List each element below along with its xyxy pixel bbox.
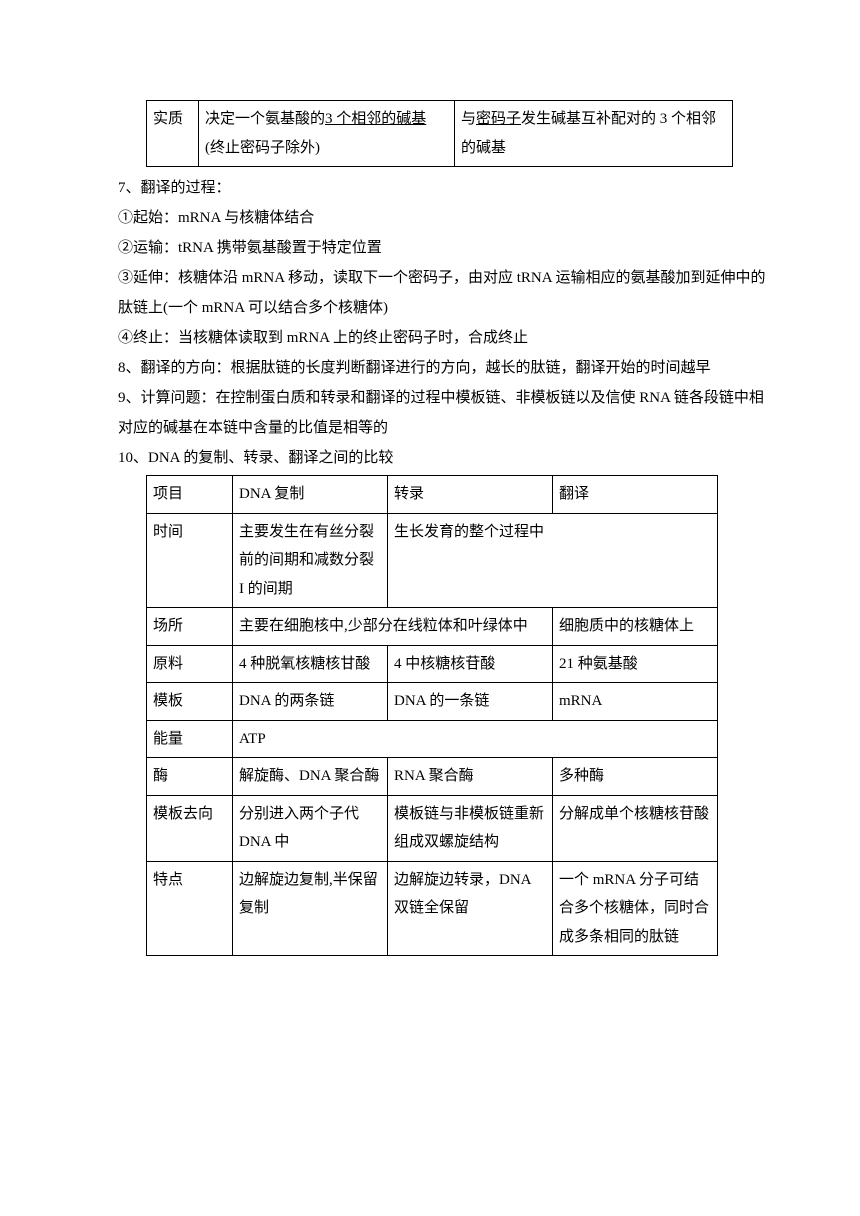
cell: 多种酶: [553, 758, 718, 796]
cell: 解旋酶、DNA 聚合酶: [233, 758, 388, 796]
table-row: 模板去向 分别进入两个子代 DNA 中 模板链与非模板链重新组成双螺旋结构 分解…: [147, 795, 718, 861]
cell-label: 实质: [147, 101, 199, 167]
cell: 生长发育的整个过程中: [388, 513, 718, 608]
table-row: 实质 决定一个氨基酸的3 个相邻的碱基 (终止密码子除外) 与密码子发生碱基互补…: [147, 101, 733, 167]
cell: DNA 的一条链: [388, 683, 553, 721]
cell: 分别进入两个子代 DNA 中: [233, 795, 388, 861]
heading-8: 8、翻译的方向：根据肽链的长度判断翻译进行的方向，越长的肽链，翻译开始的时间越早: [118, 353, 770, 383]
cell: mRNA: [553, 683, 718, 721]
cell: DNA 的两条链: [233, 683, 388, 721]
cell: 4 种脱氧核糖核甘酸: [233, 645, 388, 683]
cell: 时间: [147, 513, 233, 608]
table-row: 酶 解旋酶、DNA 聚合酶 RNA 聚合酶 多种酶: [147, 758, 718, 796]
cell: 边解旋边复制,半保留复制: [233, 861, 388, 956]
cell: 特点: [147, 861, 233, 956]
cell: ATP: [233, 720, 718, 758]
table-row: 场所 主要在细胞核中,少部分在线粒体和叶绿体中 细胞质中的核糖体上: [147, 608, 718, 646]
cell: 4 中核糖核苷酸: [388, 645, 553, 683]
cell: 主要在细胞核中,少部分在线粒体和叶绿体中: [233, 608, 553, 646]
item-7-4: ④终止：当核糖体读取到 mRNA 上的终止密码子时，合成终止: [118, 323, 770, 353]
table-codon: 实质 决定一个氨基酸的3 个相邻的碱基 (终止密码子除外) 与密码子发生碱基互补…: [146, 100, 733, 167]
cell: 21 种氨基酸: [553, 645, 718, 683]
heading-9: 9、计算问题：在控制蛋白质和转录和翻译的过程中模板链、非模板链以及信使 RNA …: [118, 383, 770, 443]
heading-10: 10、DNA 的复制、转录、翻译之间的比较: [118, 443, 770, 473]
cell-desc2: 与密码子发生碱基互补配对的 3 个相邻的碱基: [455, 101, 733, 167]
table-row: 项目 DNA 复制 转录 翻译: [147, 476, 718, 514]
table-row: 能量 ATP: [147, 720, 718, 758]
table-compare: 项目 DNA 复制 转录 翻译 时间 主要发生在有丝分裂前的间期和减数分裂 I …: [146, 475, 718, 956]
cell: 细胞质中的核糖体上: [553, 608, 718, 646]
th-transcription: 转录: [388, 476, 553, 514]
cell: 能量: [147, 720, 233, 758]
cell-desc1: 决定一个氨基酸的3 个相邻的碱基 (终止密码子除外): [199, 101, 455, 167]
cell: 一个 mRNA 分子可结合多个核糖体，同时合成多条相同的肽链: [553, 861, 718, 956]
table-row: 模板 DNA 的两条链 DNA 的一条链 mRNA: [147, 683, 718, 721]
item-7-3: ③延伸：核糖体沿 mRNA 移动，读取下一个密码子，由对应 tRNA 运输相应的…: [118, 263, 770, 323]
th-project: 项目: [147, 476, 233, 514]
cell: 场所: [147, 608, 233, 646]
th-translation: 翻译: [553, 476, 718, 514]
cell: 原料: [147, 645, 233, 683]
cell: 分解成单个核糖核苷酸: [553, 795, 718, 861]
cell: RNA 聚合酶: [388, 758, 553, 796]
item-7-2: ②运输：tRNA 携带氨基酸置于特定位置: [118, 233, 770, 263]
table-row: 时间 主要发生在有丝分裂前的间期和减数分裂 I 的间期 生长发育的整个过程中: [147, 513, 718, 608]
th-replication: DNA 复制: [233, 476, 388, 514]
cell: 主要发生在有丝分裂前的间期和减数分裂 I 的间期: [233, 513, 388, 608]
table-row: 原料 4 种脱氧核糖核甘酸 4 中核糖核苷酸 21 种氨基酸: [147, 645, 718, 683]
cell: 模板: [147, 683, 233, 721]
table-row: 特点 边解旋边复制,半保留复制 边解旋边转录，DNA 双链全保留 一个 mRNA…: [147, 861, 718, 956]
cell: 酶: [147, 758, 233, 796]
heading-7: 7、翻译的过程：: [118, 173, 770, 203]
item-7-1: ①起始：mRNA 与核糖体结合: [118, 203, 770, 233]
cell: 模板链与非模板链重新组成双螺旋结构: [388, 795, 553, 861]
cell: 边解旋边转录，DNA 双链全保留: [388, 861, 553, 956]
cell: 模板去向: [147, 795, 233, 861]
